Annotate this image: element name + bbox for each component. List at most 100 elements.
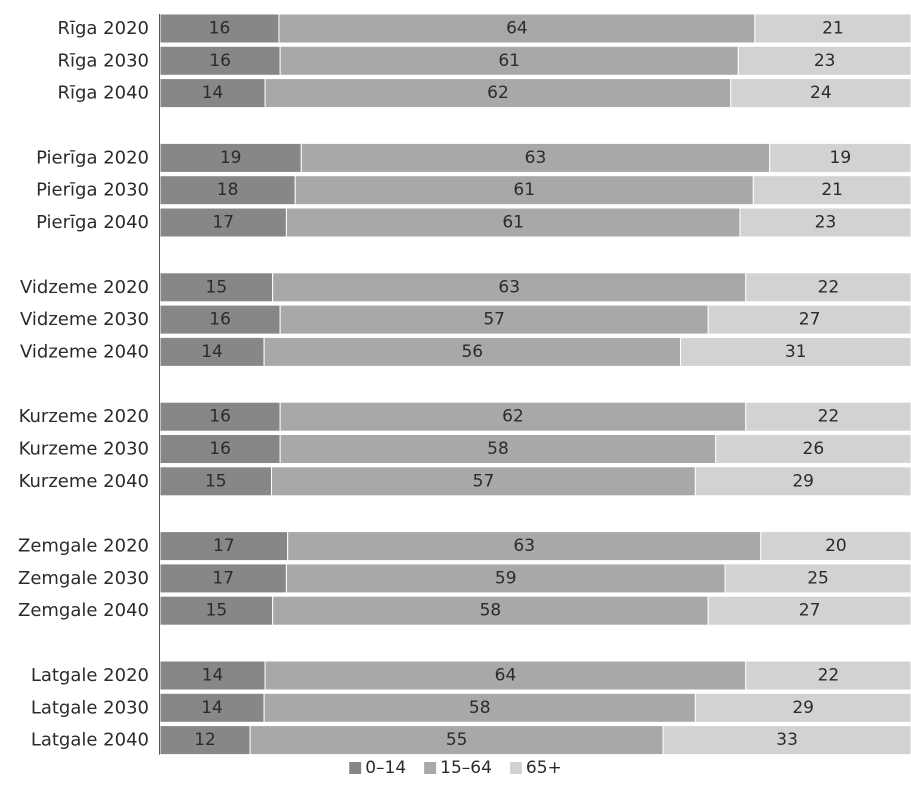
- category-labels: Rīga 2020 Rīga 2030 Rīga 2040 Pierīga 2020 P…: [18, 18, 149, 751]
- data-label-riga-2040-series-2: 62: [487, 83, 509, 103]
- bar-segment-pieriga-2040-series-2: [285, 207, 741, 238]
- category-label-vidzeme-2020: Vidzeme 2020: [20, 277, 149, 298]
- data-label-zemgale-2020-series-3: 20: [825, 536, 847, 556]
- legend-swatch-1: [349, 762, 362, 774]
- category-label-latgale-2030: Latgale 2030: [31, 697, 149, 718]
- category-label-latgale-2020: Latgale 2020: [31, 665, 149, 686]
- data-label-kurzeme-2030-series-2: 58: [487, 439, 509, 459]
- category-label-kurzeme-2040: Kurzeme 2040: [19, 471, 149, 492]
- category-label-pieriga-2030: Pierīga 2030: [36, 180, 149, 201]
- data-label-kurzeme-2030-series-3: 26: [803, 439, 825, 459]
- bar-segment-latgale-2030-series-3: [694, 692, 911, 723]
- bar-segment-pieriga-2040-series-1: [159, 207, 287, 238]
- bar-segment-latgale-2030-series-2: [263, 692, 696, 723]
- data-label-zemgale-2040-series-2: 58: [480, 601, 502, 621]
- bar-segment-kurzeme-2040-series-3: [694, 466, 911, 497]
- data-label-kurzeme-2020-series-2: 62: [502, 407, 524, 427]
- bar-segment-kurzeme-2030-series-2: [279, 434, 717, 464]
- bar-segment-vidzeme-2030-series-2: [279, 304, 709, 335]
- data-label-latgale-2040-series-1: 12: [194, 730, 216, 750]
- data-label-vidzeme-2040-series-2: 56: [461, 342, 483, 362]
- bar-segment-latgale-2030-series-1: [159, 692, 265, 723]
- legend-label-3: 65+: [526, 758, 562, 778]
- bar-segment-kurzeme-2030-series-1: [159, 434, 281, 464]
- bar-segment-kurzeme-2020-series-1: [159, 401, 281, 432]
- data-label-vidzeme-2030-series-3: 27: [799, 310, 821, 330]
- bar-segment-vidzeme-2040-series-1: [159, 336, 265, 367]
- data-label-latgale-2020-series-3: 22: [818, 666, 840, 686]
- data-label-latgale-2030-series-2: 58: [469, 698, 491, 718]
- bar-segment-vidzeme-2030-series-3: [707, 304, 911, 335]
- bars-layer: 16 64 21 16 61 23 14 62 24 19 63 19 18 61 21 17 61 23 15 63…: [159, 13, 911, 756]
- data-label-riga-2040-series-1: 14: [202, 83, 224, 103]
- bar-segment-latgale-2040-series-3: [662, 725, 911, 756]
- bar-segment-vidzeme-2020-series-1: [159, 272, 274, 303]
- bar-segment-pieriga-2030-series-3: [752, 175, 911, 206]
- data-label-latgale-2030-series-3: 29: [792, 698, 814, 718]
- category-label-zemgale-2040: Zemgale 2040: [18, 600, 149, 621]
- data-label-pieriga-2030-series-2: 61: [513, 180, 535, 200]
- data-label-pieriga-2030-series-1: 18: [217, 180, 239, 200]
- data-label-kurzeme-2040-series-3: 29: [792, 471, 814, 491]
- bar-segment-latgale-2020-series-3: [745, 660, 911, 691]
- bar-segment-kurzeme-2030-series-3: [715, 434, 911, 464]
- data-label-pieriga-2020-series-2: 63: [525, 148, 547, 168]
- bar-segment-latgale-2020-series-2: [264, 660, 747, 691]
- data-label-riga-2040-series-3: 24: [810, 83, 832, 103]
- bar-segment-kurzeme-2040-series-2: [271, 466, 696, 497]
- data-label-zemgale-2020-series-1: 17: [213, 536, 235, 556]
- category-label-pieriga-2040: Pierīga 2040: [36, 212, 149, 233]
- data-label-kurzeme-2030-series-1: 16: [209, 439, 231, 459]
- bar-segment-vidzeme-2020-series-3: [745, 272, 911, 303]
- bar-segment-riga-2020-series-2: [278, 13, 756, 44]
- legend-item-3: 65+: [509, 758, 562, 778]
- data-label-riga-2020-series-3: 21: [822, 19, 844, 39]
- data-label-vidzeme-2020-series-3: 22: [818, 277, 840, 297]
- data-label-zemgale-2040-series-3: 27: [799, 601, 821, 621]
- legend-swatch-3: [509, 762, 522, 774]
- legend-label-1: 0–14: [365, 758, 406, 778]
- data-label-latgale-2020-series-2: 64: [495, 666, 517, 686]
- data-label-pieriga-2020-series-3: 19: [830, 148, 852, 168]
- bar-segment-zemgale-2030-series-2: [285, 563, 726, 594]
- bar-segment-zemgale-2040-series-3: [707, 595, 911, 626]
- data-label-vidzeme-2030-series-2: 57: [483, 310, 505, 330]
- data-label-riga-2030-series-1: 16: [209, 51, 231, 71]
- data-label-latgale-2040-series-2: 55: [446, 730, 468, 750]
- data-label-zemgale-2020-series-2: 63: [513, 536, 535, 556]
- data-label-latgale-2020-series-1: 14: [202, 666, 224, 686]
- legend-item-1: 0–14: [349, 758, 406, 778]
- category-label-riga-2030: Rīga 2030: [58, 50, 150, 71]
- category-label-vidzeme-2040: Vidzeme 2040: [20, 341, 149, 362]
- data-label-kurzeme-2020-series-3: 22: [818, 407, 840, 427]
- bar-segment-riga-2030-series-3: [737, 45, 911, 76]
- category-label-vidzeme-2030: Vidzeme 2030: [20, 309, 149, 330]
- bar-segment-riga-2020-series-1: [159, 13, 280, 44]
- data-label-riga-2030-series-2: 61: [498, 51, 520, 71]
- data-label-vidzeme-2020-series-1: 15: [206, 277, 228, 297]
- data-label-riga-2020-series-2: 64: [506, 19, 528, 39]
- data-label-vidzeme-2030-series-1: 16: [209, 310, 231, 330]
- data-label-vidzeme-2020-series-2: 63: [498, 277, 520, 297]
- category-label-pieriga-2020: Pierīga 2020: [36, 147, 149, 168]
- bar-segment-pieriga-2030-series-1: [159, 175, 296, 206]
- data-label-pieriga-2040-series-1: 17: [212, 213, 234, 233]
- data-label-kurzeme-2040-series-2: 57: [473, 471, 495, 491]
- data-label-pieriga-2040-series-3: 23: [815, 213, 837, 233]
- bar-segment-pieriga-2040-series-3: [739, 207, 911, 238]
- legend-label-2: 15–64: [440, 758, 492, 778]
- bar-segment-zemgale-2030-series-3: [724, 563, 911, 594]
- data-label-zemgale-2030-series-1: 17: [212, 568, 234, 588]
- data-label-zemgale-2030-series-3: 25: [807, 568, 829, 588]
- data-label-vidzeme-2040-series-3: 31: [785, 342, 807, 362]
- bar-segment-pieriga-2020-series-3: [769, 142, 911, 173]
- data-label-kurzeme-2040-series-1: 15: [205, 471, 227, 491]
- bar-segment-kurzeme-2020-series-3: [745, 401, 911, 432]
- data-label-latgale-2040-series-3: 33: [776, 730, 798, 750]
- data-label-latgale-2030-series-1: 14: [201, 698, 223, 718]
- bar-segment-zemgale-2040-series-2: [272, 595, 709, 626]
- bar-segment-vidzeme-2030-series-1: [159, 304, 281, 335]
- category-label-zemgale-2030: Zemgale 2030: [18, 568, 149, 589]
- category-label-zemgale-2020: Zemgale 2020: [18, 536, 149, 557]
- legend: 0–14 15–64 65+: [349, 758, 562, 778]
